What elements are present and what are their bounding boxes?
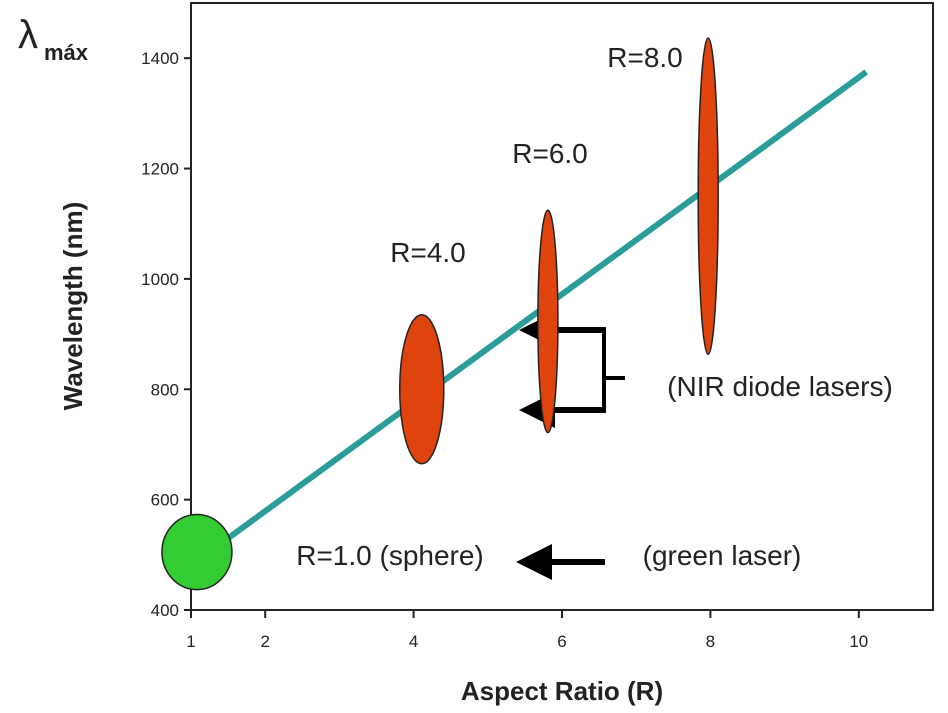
particle	[161, 513, 233, 591]
y-tick-label: 1000	[141, 270, 179, 289]
x-axis-title: Aspect Ratio (R)	[461, 676, 663, 706]
annotation: (NIR diode lasers)	[667, 371, 893, 402]
bracket	[602, 330, 625, 410]
x-tick-label: 2	[260, 632, 269, 651]
y-tick-label: 800	[151, 380, 179, 399]
particle-label: R=1.0 (sphere)	[296, 540, 484, 571]
particle	[399, 314, 445, 465]
x-tick-label: 1	[186, 632, 195, 651]
particle-label: R=8.0	[607, 42, 683, 73]
annotation: (green laser)	[643, 540, 802, 571]
particle-label: R=4.0	[390, 237, 466, 268]
y-symbol-subscript: máx	[44, 40, 89, 65]
particle	[537, 209, 559, 434]
y-tick-label: 1200	[141, 160, 179, 179]
particle	[697, 37, 719, 355]
x-tick-label: 4	[409, 632, 418, 651]
x-tick-label: 8	[706, 632, 715, 651]
particle-label: R=6.0	[512, 138, 588, 169]
y-tick-label: 1400	[141, 49, 179, 68]
y-tick-label: 600	[151, 491, 179, 510]
y-tick-label: 400	[151, 601, 179, 620]
x-tick-label: 6	[557, 632, 566, 651]
plot-frame	[190, 2, 934, 611]
y-axis-title: Wavelength (nm)	[58, 202, 88, 410]
x-tick-label: 10	[849, 632, 868, 651]
y-symbol: λ	[18, 13, 38, 57]
